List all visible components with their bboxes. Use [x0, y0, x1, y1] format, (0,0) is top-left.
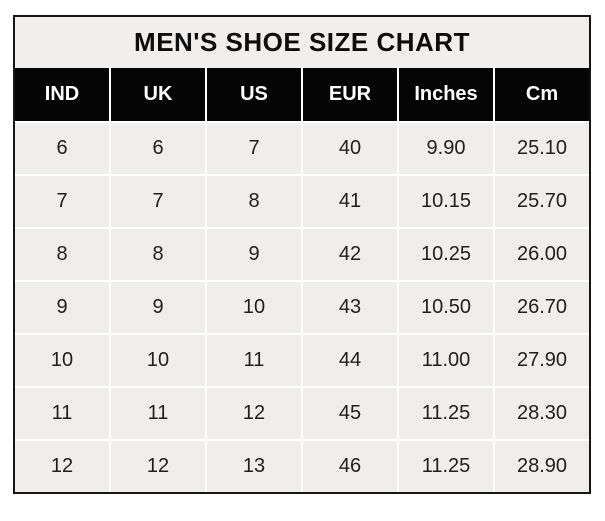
- header-cell-inches: Inches: [399, 68, 493, 121]
- table-cell: 44: [303, 335, 397, 386]
- table-cell: 12: [111, 441, 205, 492]
- table-cell: 7: [207, 123, 301, 174]
- table-cell: 25.70: [495, 176, 589, 227]
- table-cell: 10: [207, 282, 301, 333]
- header-cell-cm: Cm: [495, 68, 589, 121]
- table-cell: 10.15: [399, 176, 493, 227]
- table-cell: 46: [303, 441, 397, 492]
- size-table: IND UK US EUR Inches Cm 6 6 7 40 9.90 25…: [15, 68, 589, 492]
- header-cell-uk: UK: [111, 68, 205, 121]
- table-cell: 28.30: [495, 388, 589, 439]
- header-cell-ind: IND: [15, 68, 109, 121]
- table-cell: 45: [303, 388, 397, 439]
- table-cell: 6: [111, 123, 205, 174]
- table-cell: 6: [15, 123, 109, 174]
- table-cell: 9: [207, 229, 301, 280]
- table-cell: 9: [15, 282, 109, 333]
- table-cell: 11.00: [399, 335, 493, 386]
- table-cell: 11: [207, 335, 301, 386]
- chart-title: MEN'S SHOE SIZE CHART: [15, 17, 589, 68]
- table-cell: 9: [111, 282, 205, 333]
- table-cell: 42: [303, 229, 397, 280]
- table-cell: 10: [111, 335, 205, 386]
- table-cell: 10.25: [399, 229, 493, 280]
- table-cell: 13: [207, 441, 301, 492]
- table-cell: 8: [111, 229, 205, 280]
- table-cell: 11: [111, 388, 205, 439]
- header-cell-us: US: [207, 68, 301, 121]
- table-cell: 8: [207, 176, 301, 227]
- table-cell: 40: [303, 123, 397, 174]
- table-cell: 10: [15, 335, 109, 386]
- table-cell: 11.25: [399, 441, 493, 492]
- shoe-size-chart: MEN'S SHOE SIZE CHART IND UK US EUR Inch…: [13, 15, 591, 494]
- table-cell: 8: [15, 229, 109, 280]
- table-cell: 25.10: [495, 123, 589, 174]
- table-cell: 10.50: [399, 282, 493, 333]
- table-cell: 26.00: [495, 229, 589, 280]
- table-cell: 27.90: [495, 335, 589, 386]
- table-cell: 41: [303, 176, 397, 227]
- table-cell: 28.90: [495, 441, 589, 492]
- table-cell: 11: [15, 388, 109, 439]
- table-cell: 7: [15, 176, 109, 227]
- table-cell: 11.25: [399, 388, 493, 439]
- table-cell: 9.90: [399, 123, 493, 174]
- table-cell: 43: [303, 282, 397, 333]
- table-cell: 12: [207, 388, 301, 439]
- table-cell: 26.70: [495, 282, 589, 333]
- header-cell-eur: EUR: [303, 68, 397, 121]
- table-cell: 7: [111, 176, 205, 227]
- table-cell: 12: [15, 441, 109, 492]
